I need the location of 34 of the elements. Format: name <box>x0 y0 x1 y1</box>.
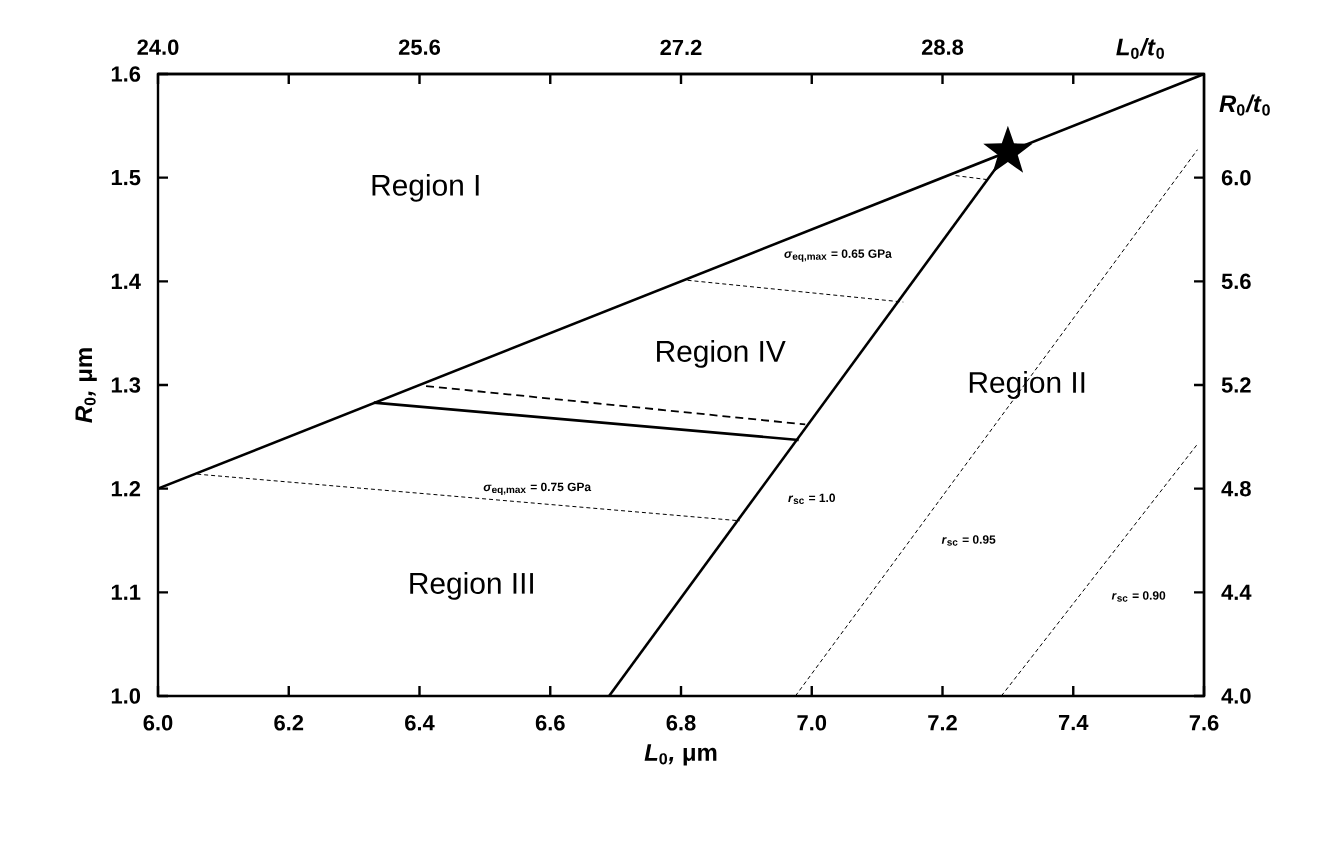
y2-axis-title: R$_{0}$/t$_{0}$ <box>1219 94 1270 116</box>
y2-tick-label: 6.0 <box>1221 169 1251 186</box>
y-tick-label: 1.3 <box>111 377 141 393</box>
annotation: Region III <box>410 571 533 600</box>
y2-tick-label: 4.4 <box>1221 584 1252 600</box>
x2-tick-label: 28.8 <box>921 39 964 55</box>
x-tick-label: 6.8 <box>666 715 696 731</box>
x-tick-label: 7.0 <box>797 715 827 731</box>
x-tick-label: 6.4 <box>405 715 435 731</box>
x2-tick-label: 27.2 <box>660 39 702 55</box>
y2-tick-label: 5.2 <box>1221 377 1251 393</box>
y-tick-label: 1.5 <box>111 170 141 186</box>
annotation: Region IV <box>657 339 786 368</box>
x2-tick-label: 24.0 <box>137 39 179 55</box>
x-tick-label: 7.4 <box>1058 715 1089 731</box>
x2-tick-label: 25.6 <box>398 39 441 55</box>
x-tick-label: 7.2 <box>928 715 957 731</box>
y2-tick-label: 5.6 <box>1221 273 1251 290</box>
x2-axis-title: L$_{0}$/t$_{0}$ <box>1116 37 1164 59</box>
y-tick-label: 1.4 <box>111 273 141 289</box>
y2-tick-label: 4.0 <box>1221 688 1251 704</box>
y2-tick-label: 4.8 <box>1221 480 1251 497</box>
annotation: Region I <box>372 173 479 202</box>
x-axis-title: L$_{0}$, μm <box>644 744 717 766</box>
x-tick-label: 6.2 <box>274 715 304 731</box>
y-tick-label: 1.6 <box>111 66 141 82</box>
x-tick-label: 6.6 <box>535 715 565 731</box>
x-tick-label: 7.6 <box>1189 715 1219 731</box>
x-tick-label: 6.0 <box>143 715 173 731</box>
y-tick-label: 1.0 <box>111 688 141 704</box>
annotation: Region II <box>969 371 1085 399</box>
y-tick-label: 1.1 <box>111 584 141 600</box>
y-tick-label: 1.2 <box>111 481 141 497</box>
y-axis-title: R$_{0}$, μm <box>75 348 97 423</box>
